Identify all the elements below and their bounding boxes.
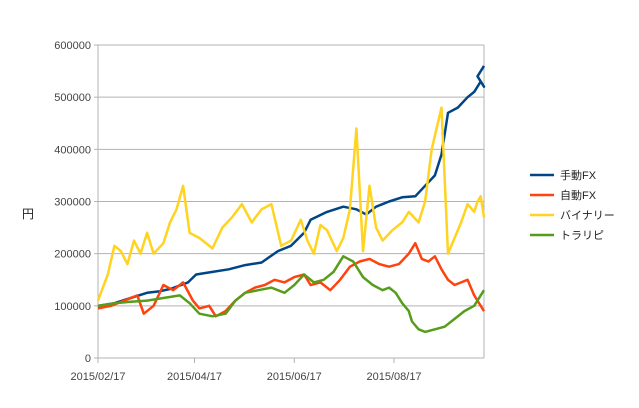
legend-label-3: トラリピ	[560, 229, 604, 242]
y-tick-label: 200000	[54, 249, 91, 261]
y-tick-labels: 0 100000 200000 300000 400000 500000 600000	[54, 40, 98, 365]
y-tick-label: 600000	[54, 40, 91, 52]
x-tick-label: 2015/06/17	[267, 371, 322, 383]
y-tick-label: 300000	[54, 197, 91, 209]
x-tick-label: 2015/08/17	[367, 371, 422, 383]
y-tick-label: 500000	[54, 92, 91, 104]
series-lines	[96, 65, 486, 334]
x-tick-labels: 2015/02/17 2015/04/17 2015/06/17 2015/08/17	[70, 358, 422, 383]
legend-label-1: 自動FX	[560, 188, 597, 202]
x-tick-label: 2015/04/17	[167, 371, 222, 383]
series-line-2	[96, 106, 486, 302]
series-line-0	[97, 65, 486, 308]
series-line-3	[97, 255, 486, 334]
series-line-1	[97, 241, 486, 318]
legend-label-2: バイナリー	[560, 209, 615, 222]
x-tick-label: 2015/02/17	[70, 371, 125, 383]
y-tick-label: 400000	[54, 144, 91, 156]
grid-lines	[98, 44, 484, 359]
legend-label-0: 手動FX	[560, 168, 597, 182]
y-tick-label: 0	[85, 353, 91, 365]
y-tick-label: 100000	[54, 301, 91, 313]
y-axis-label: 円	[22, 207, 34, 221]
